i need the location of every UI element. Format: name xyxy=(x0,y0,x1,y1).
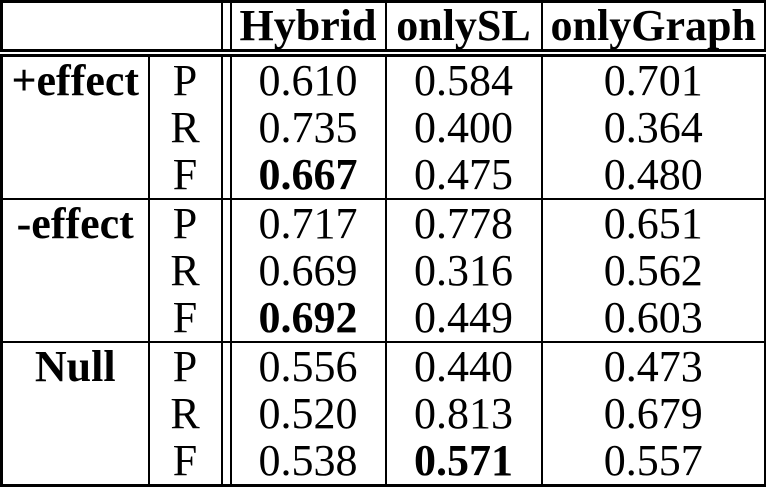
double-rule-spacer xyxy=(220,247,232,294)
column-header-onlysl: onlySL xyxy=(384,1,542,57)
metric-cell: F xyxy=(147,151,222,199)
double-rule-spacer xyxy=(220,437,232,486)
value-cell: 0.556 xyxy=(230,341,386,390)
double-rule-spacer xyxy=(220,104,232,151)
table-row: F 0.538 0.571 0.557 xyxy=(2,437,766,486)
value-cell: 0.520 xyxy=(258,390,358,437)
table-row: -effect P 0.717 0.778 0.651 xyxy=(1,198,766,247)
metric-cell: P xyxy=(147,53,222,104)
value-cell: 0.778 xyxy=(384,198,542,247)
metric-cell: P xyxy=(147,341,222,390)
column-header-hybrid: Hybrid xyxy=(230,1,386,57)
table-row: F 0.667 0.475 0.480 xyxy=(2,151,766,199)
value-cell: 0.584 xyxy=(384,53,542,104)
metric-cell: F xyxy=(147,294,222,342)
double-rule-spacer xyxy=(220,294,232,342)
value-cell: 0.813 xyxy=(384,390,542,437)
column-header-onlygraph: onlyGraph xyxy=(540,1,766,57)
corner-cell xyxy=(1,1,222,57)
value-cell: 0.562 xyxy=(540,247,766,294)
value-cell: 0.364 xyxy=(540,104,766,151)
table-row: +effect P 0.610 0.584 0.701 xyxy=(2,53,766,104)
value-cell: 0.603 xyxy=(540,294,766,342)
table-row: F 0.692 0.449 0.603 xyxy=(2,294,766,342)
metric-cell: P xyxy=(147,198,222,247)
group-label: -effect xyxy=(1,198,149,247)
group-label-empty xyxy=(2,151,149,199)
group-label: +effect xyxy=(11,55,140,104)
value-cell: 0.400 xyxy=(384,104,542,151)
table-row: R 0.669 0.316 0.562 xyxy=(2,247,766,294)
value-cell: 0.538 xyxy=(258,437,358,485)
table-row: R 0.520 0.813 0.679 xyxy=(2,390,766,437)
group-label-empty xyxy=(2,390,149,437)
table-row: R 0.735 0.400 0.364 xyxy=(2,104,766,151)
value-cell: 0.651 xyxy=(540,198,766,247)
value-cell: 0.667 xyxy=(258,151,358,199)
group-label-empty xyxy=(2,247,149,294)
double-rule-spacer xyxy=(220,1,232,57)
group-label-empty xyxy=(2,294,149,342)
value-cell: 0.701 xyxy=(540,53,766,104)
group-label-empty xyxy=(2,104,149,151)
value-cell: 0.717 xyxy=(230,198,386,247)
double-rule-spacer xyxy=(220,341,232,390)
value-cell: 0.440 xyxy=(384,341,542,390)
value-cell: 0.735 xyxy=(258,104,358,151)
value-cell: 0.692 xyxy=(258,294,358,342)
value-cell: 0.316 xyxy=(384,247,542,294)
value-cell: 0.480 xyxy=(540,151,766,199)
value-cell: 0.557 xyxy=(540,437,766,486)
header-row: Hybrid onlySL onlyGraph xyxy=(1,1,766,57)
metric-cell: R xyxy=(147,104,222,151)
table-row: Null P 0.556 0.440 0.473 xyxy=(1,341,766,390)
group-label: Null xyxy=(1,341,149,390)
value-cell: 0.571 xyxy=(384,437,542,486)
double-rule-spacer xyxy=(220,151,232,199)
double-rule-spacer xyxy=(220,390,232,437)
value-cell: 0.669 xyxy=(258,247,358,294)
value-cell: 0.679 xyxy=(540,390,766,437)
group-label-empty xyxy=(2,437,149,486)
double-rule-spacer xyxy=(220,198,232,247)
metric-cell: F xyxy=(147,437,222,486)
value-cell: 0.449 xyxy=(384,294,542,342)
value-cell: 0.610 xyxy=(258,55,358,104)
value-cell: 0.475 xyxy=(384,151,542,199)
double-rule-spacer xyxy=(220,53,232,104)
metric-cell: R xyxy=(147,247,222,294)
value-cell: 0.473 xyxy=(540,341,766,390)
metric-cell: R xyxy=(147,390,222,437)
